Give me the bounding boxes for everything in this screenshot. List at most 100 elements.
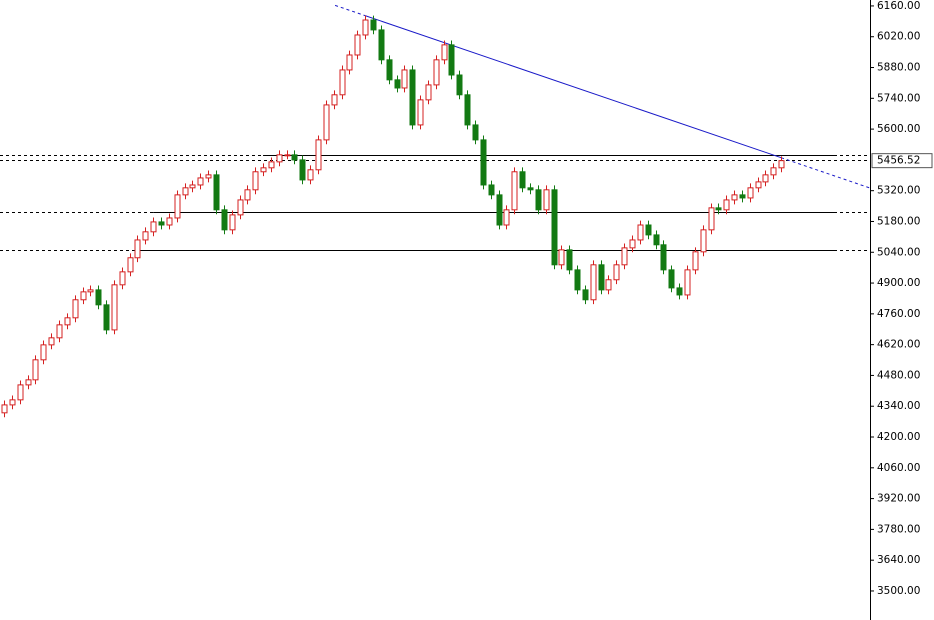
candle-body — [229, 214, 236, 231]
candle-body — [346, 54, 353, 71]
candle-body — [197, 177, 204, 186]
candle-body — [551, 189, 558, 266]
candle-body — [747, 187, 754, 199]
candle-body — [386, 59, 393, 81]
candle-body — [574, 269, 581, 291]
current-price-label: 5456.52 — [877, 155, 920, 167]
candle-body — [629, 239, 636, 249]
current-price-box — [871, 153, 933, 169]
candle-body — [1, 404, 8, 414]
y-tick-label: 5320.00 — [877, 185, 920, 197]
candle-body — [676, 287, 683, 296]
y-tick-label: 5740.00 — [877, 92, 920, 104]
y-tick-label: 3640.00 — [877, 554, 920, 566]
candle-body — [401, 69, 408, 89]
candle-body — [221, 209, 228, 231]
candle-body — [48, 337, 55, 346]
candle-body — [708, 207, 715, 231]
candle-body — [17, 384, 24, 401]
candle-body — [103, 304, 110, 331]
y-tick-label: 4760.00 — [877, 308, 920, 320]
candle-body — [362, 19, 369, 36]
y-tick-label: 4200.00 — [877, 431, 920, 443]
candle-body — [558, 249, 565, 266]
candle-body — [653, 234, 660, 246]
candle-body — [519, 171, 526, 189]
candle-body — [354, 34, 361, 56]
y-tick-label: 5600.00 — [877, 123, 920, 135]
candle-body — [315, 139, 322, 171]
candle-body — [87, 289, 94, 293]
candle-body — [182, 187, 189, 196]
candle-body — [213, 174, 220, 211]
y-tick-label: 3780.00 — [877, 523, 920, 535]
candle-body — [237, 199, 244, 216]
candle-body — [723, 199, 730, 211]
candle-body — [244, 189, 251, 201]
candle-body — [417, 99, 424, 126]
candle-body — [260, 167, 267, 173]
candle-body — [739, 194, 746, 199]
candle-body — [166, 217, 173, 226]
trendline — [364, 15, 782, 159]
candle-body — [566, 249, 573, 271]
candle-body — [189, 184, 196, 189]
candle-body — [268, 161, 275, 169]
candle-body — [284, 154, 291, 157]
candle-body — [72, 299, 79, 319]
candle-body — [488, 184, 495, 196]
candle-body — [503, 209, 510, 226]
candle-body — [9, 399, 16, 406]
candle-body — [40, 344, 47, 361]
candle-body — [25, 379, 32, 386]
y-tick-label: 4620.00 — [877, 339, 920, 351]
candle-body — [637, 224, 644, 241]
candle-body — [394, 79, 401, 89]
y-tick-label: 4340.00 — [877, 400, 920, 412]
candle-body — [64, 317, 71, 326]
candle-body — [472, 124, 479, 141]
candle-body — [80, 291, 87, 301]
candle-body — [715, 207, 722, 211]
candle-body — [150, 221, 157, 233]
candle-body — [645, 224, 652, 236]
candle-body — [252, 171, 259, 191]
candle-body — [95, 289, 102, 306]
y-tick-label: 6020.00 — [877, 31, 920, 43]
y-tick-label: 5040.00 — [877, 246, 920, 258]
candle-body — [605, 279, 612, 291]
candle-body — [590, 264, 597, 301]
candle-body — [174, 194, 181, 219]
candle-body — [433, 59, 440, 86]
trendline-extension — [780, 157, 871, 189]
candle-body — [770, 167, 777, 176]
candle-body — [543, 189, 550, 211]
candle-body — [448, 44, 455, 76]
candle-body — [598, 264, 605, 291]
candle-body — [496, 194, 503, 226]
candle-body — [111, 284, 118, 331]
candle-body — [456, 74, 463, 96]
candle-body — [778, 160, 785, 169]
y-tick-label: 4900.00 — [877, 277, 920, 289]
y-tick-label: 3920.00 — [877, 493, 920, 505]
candle-body — [56, 324, 63, 339]
candle-body — [299, 159, 306, 181]
candle-body — [692, 251, 699, 271]
candle-body — [762, 174, 769, 183]
candle-body — [755, 181, 762, 189]
y-tick-label: 4480.00 — [877, 369, 920, 381]
y-tick-label: 5880.00 — [877, 62, 920, 74]
candle-body — [425, 84, 432, 101]
candle-body — [119, 271, 126, 286]
candle-body — [331, 94, 338, 106]
y-tick-label: 3500.00 — [877, 585, 920, 597]
candle-body — [621, 247, 628, 266]
trendline-extension — [334, 4, 366, 17]
candle-body — [339, 69, 346, 96]
candle-body — [370, 19, 377, 31]
y-tick-label: 4060.00 — [877, 462, 920, 474]
candle-body — [660, 244, 667, 271]
candle-body — [307, 169, 314, 181]
candle-body — [684, 269, 691, 296]
